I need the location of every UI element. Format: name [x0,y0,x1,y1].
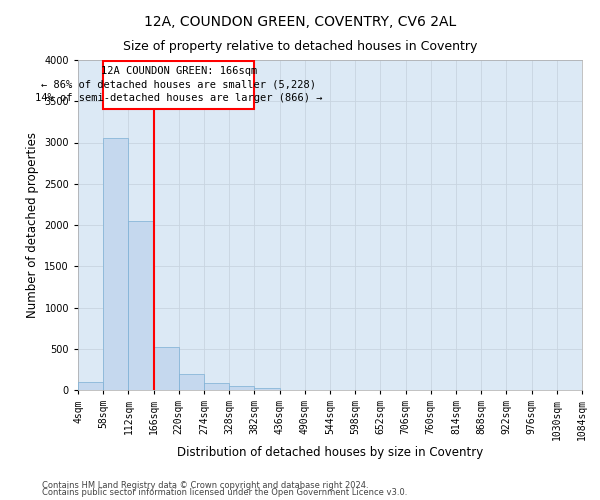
Text: Contains public sector information licensed under the Open Government Licence v3: Contains public sector information licen… [42,488,407,497]
Bar [78,382,103,390]
Bar [103,138,128,390]
Text: 12A, COUNDON GREEN, COVENTRY, CV6 2AL: 12A, COUNDON GREEN, COVENTRY, CV6 2AL [144,15,456,29]
Y-axis label: Number of detached properties: Number of detached properties [26,132,38,318]
Text: Size of property relative to detached houses in Coventry: Size of property relative to detached ho… [123,40,477,53]
Text: Contains HM Land Registry data © Crown copyright and database right 2024.: Contains HM Land Registry data © Crown c… [42,480,368,490]
Text: ← 86% of detached houses are smaller (5,228): ← 86% of detached houses are smaller (5,… [41,80,316,90]
Bar [254,388,280,390]
Bar [229,386,254,390]
Text: 12A COUNDON GREEN: 166sqm: 12A COUNDON GREEN: 166sqm [101,66,257,76]
Text: 14% of semi-detached houses are larger (866) →: 14% of semi-detached houses are larger (… [35,93,323,103]
Bar [154,347,179,390]
Bar [179,374,204,390]
FancyBboxPatch shape [103,61,254,108]
Bar [204,384,229,390]
X-axis label: Distribution of detached houses by size in Coventry: Distribution of detached houses by size … [177,446,483,458]
Bar [128,221,154,390]
